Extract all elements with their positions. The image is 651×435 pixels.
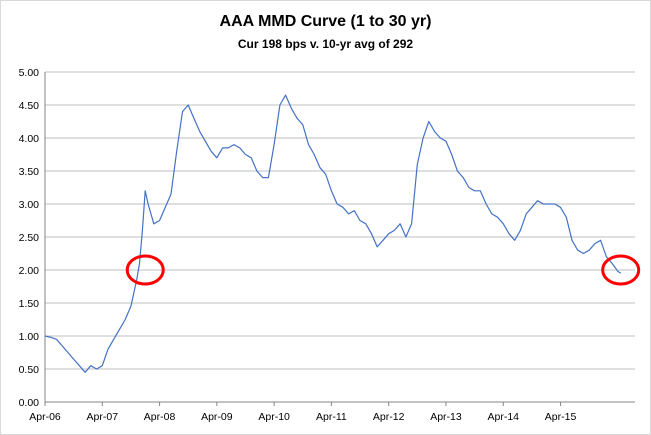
y-tick-label: 3.50 <box>19 166 40 178</box>
axes <box>44 72 635 406</box>
highlight-circle-1 <box>601 254 641 286</box>
highlight-circle-0 <box>125 254 165 286</box>
x-tick-label: Apr-15 <box>545 411 577 423</box>
x-tick-label: Apr-13 <box>430 411 462 423</box>
x-tick-label: Apr-09 <box>201 411 233 423</box>
y-tick-label: 3.00 <box>19 199 40 211</box>
gridlines <box>45 71 635 370</box>
x-tick-label: Apr-10 <box>258 411 290 423</box>
x-tick-label: Apr-08 <box>144 411 176 423</box>
y-tick-label: 0.00 <box>19 397 40 409</box>
y-tick-label: 4.00 <box>19 133 40 145</box>
y-tick-label: 2.50 <box>19 232 40 244</box>
chart-subtitle: Cur 198 bps v. 10-yr avg of 292 <box>237 37 414 51</box>
chart-title: AAA MMD Curve (1 to 30 yr) <box>219 13 432 30</box>
x-tick-label: Apr-12 <box>373 411 405 423</box>
x-tick-label: Apr-14 <box>487 411 519 423</box>
y-tick-label: 2.00 <box>19 265 40 277</box>
y-tick-label: 1.50 <box>19 298 40 310</box>
y-axis-tick-labels: 0.00 0.50 1.00 1.50 2.00 2.50 3.00 3.50 4.00 4.50… <box>19 67 40 409</box>
x-tick-label: Apr-06 <box>29 411 61 423</box>
annotations <box>125 254 641 286</box>
y-tick-label: 1.00 <box>19 331 40 343</box>
series-layer <box>44 94 622 373</box>
x-tick-label: Apr-07 <box>87 411 119 423</box>
y-tick-label: 5.00 <box>19 67 40 79</box>
x-tick-label: Apr-11 <box>316 411 347 423</box>
y-tick-label: 0.50 <box>19 364 40 376</box>
x-axis-tick-labels: Apr-06 Apr-07 Apr-08 Apr-09 Apr-10 Apr-11 Apr-… <box>29 411 576 423</box>
y-tick-label: 4.50 <box>19 100 40 112</box>
series-line-0 <box>44 94 622 373</box>
